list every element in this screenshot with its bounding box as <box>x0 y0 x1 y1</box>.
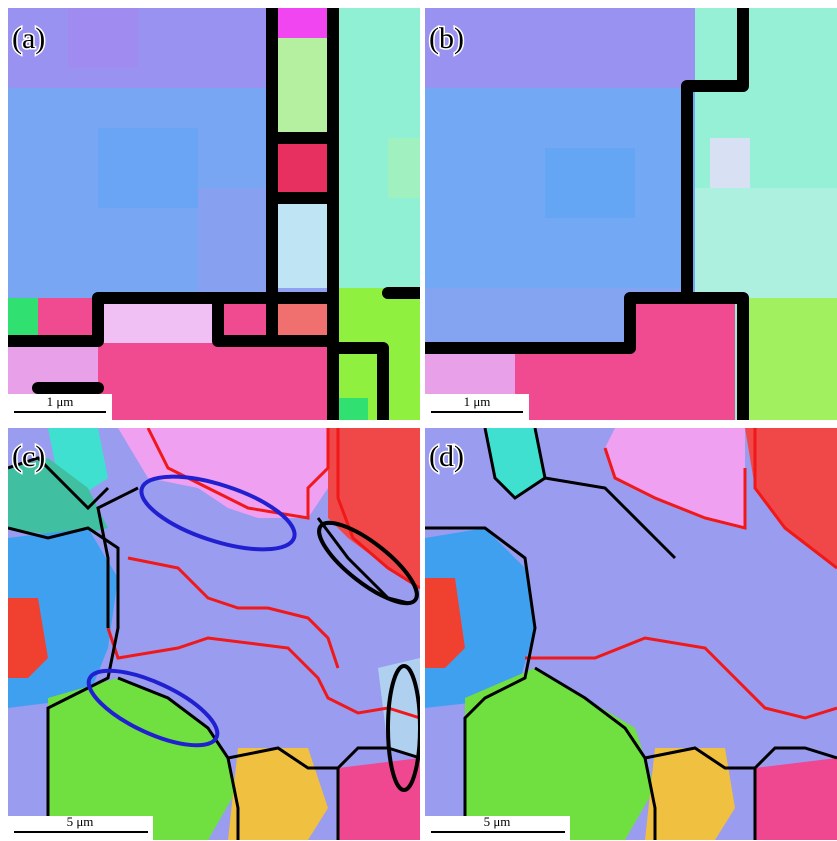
panel-label: (c) <box>12 440 45 473</box>
scale-bar-label: 1 μm <box>464 394 491 409</box>
panel-d: 5 μm (d) <box>425 428 837 840</box>
panel-b: 1 μm (b) <box>425 8 837 420</box>
scale-bar-label: 5 μm <box>67 814 94 829</box>
scale-bar-label: 5 μm <box>484 814 511 829</box>
panel-label: (b) <box>429 22 464 55</box>
panel-label: (a) <box>12 22 45 55</box>
figure: 1 μm (a) 1 μm (b) 5 μm (c) <box>0 0 837 841</box>
panel-c: 5 μm (c) <box>8 428 420 840</box>
scale-bar-label: 1 μm <box>47 394 74 409</box>
panel-label: (d) <box>429 440 464 473</box>
panel-a: 1 μm (a) <box>8 8 420 420</box>
